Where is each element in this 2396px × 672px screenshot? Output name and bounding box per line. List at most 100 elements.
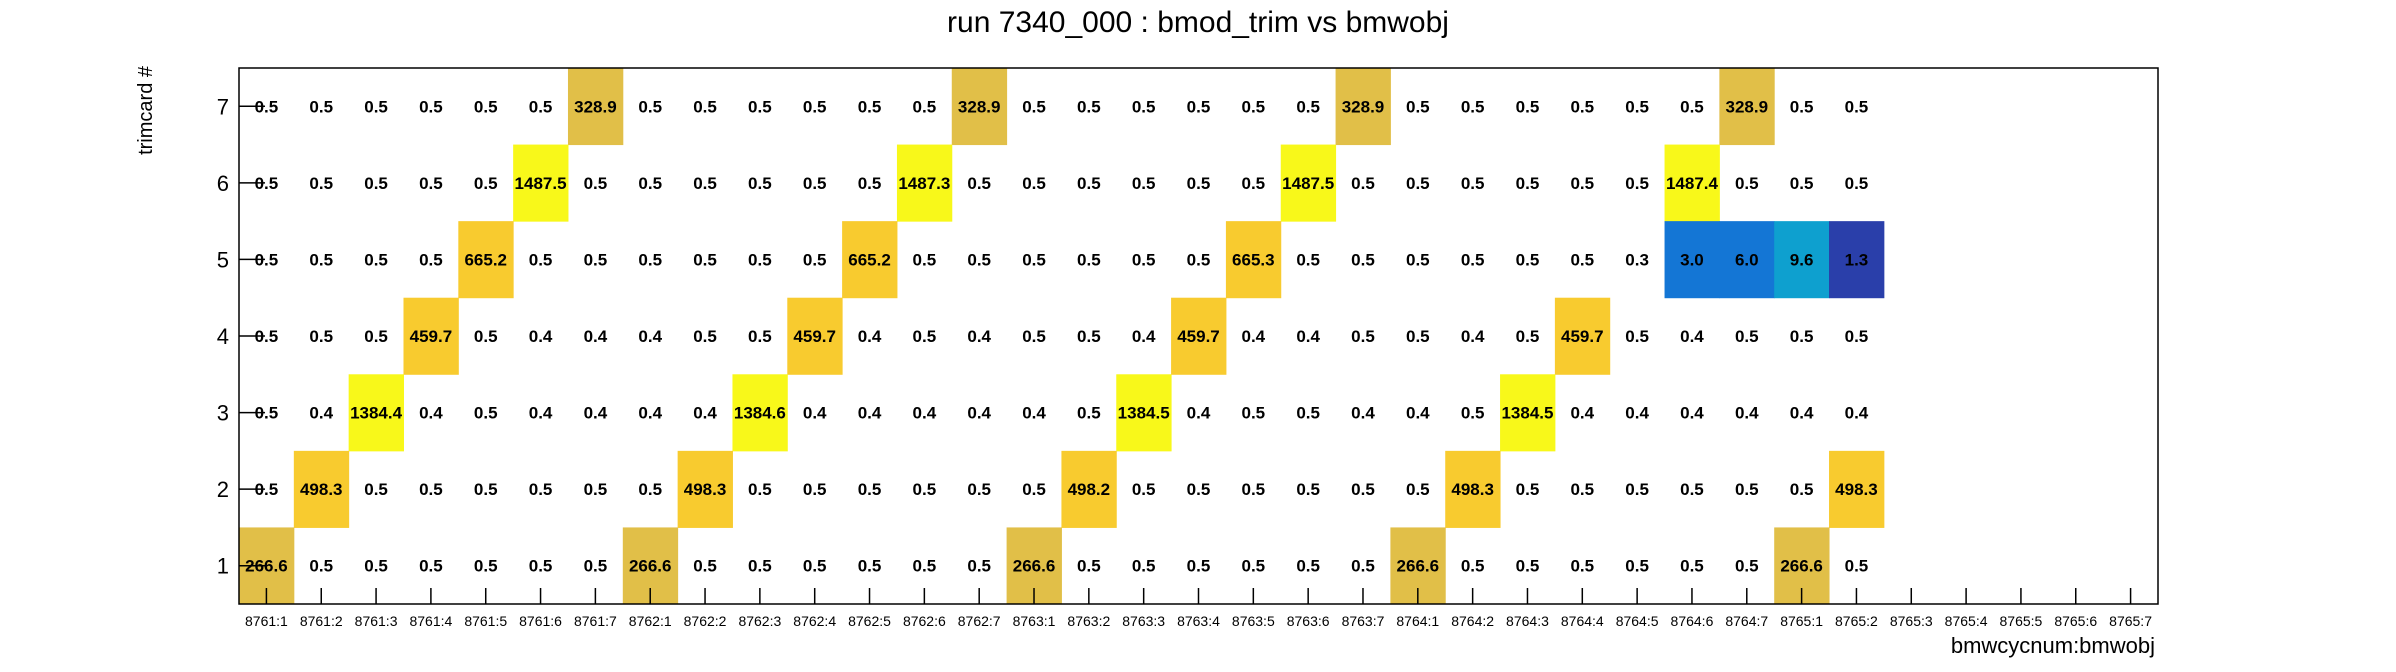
cell-value-label: 0.5 bbox=[529, 97, 553, 116]
cell-value-label: 0.5 bbox=[1187, 250, 1211, 269]
cell-value-label: 0.5 bbox=[1187, 480, 1211, 499]
cell-value-label: 0.5 bbox=[255, 174, 279, 193]
cell-value-label: 0.5 bbox=[1296, 404, 1320, 423]
cell-value-label: 498.3 bbox=[684, 480, 727, 499]
cell-value-label: 0.4 bbox=[1461, 327, 1485, 346]
cell-value-label: 0.5 bbox=[419, 174, 443, 193]
cell-value-label: 0.5 bbox=[1242, 97, 1266, 116]
cell-value-label: 0.5 bbox=[364, 327, 388, 346]
cell-value-label: 0.5 bbox=[803, 557, 827, 576]
heatmap-cell bbox=[1171, 297, 1227, 375]
cell-value-label: 0.5 bbox=[1132, 174, 1156, 193]
cell-value-label: 0.5 bbox=[529, 480, 553, 499]
cell-value-label: 0.4 bbox=[1406, 404, 1430, 423]
cell-value-label: 0.5 bbox=[638, 250, 662, 269]
cell-value-label: 3.0 bbox=[1680, 250, 1704, 269]
cell-value-label: 328.9 bbox=[1726, 97, 1769, 116]
cell-value-label: 0.5 bbox=[1077, 97, 1101, 116]
cell-value-label: 0.5 bbox=[364, 480, 388, 499]
x-tick-label: 8763:2 bbox=[1067, 613, 1110, 629]
cell-value-label: 0.4 bbox=[1625, 404, 1649, 423]
cell-value-label: 0.5 bbox=[309, 327, 333, 346]
y-tick-label: 2 bbox=[217, 477, 229, 502]
cell-value-label: 498.3 bbox=[300, 480, 343, 499]
cell-value-label: 0.5 bbox=[474, 557, 498, 576]
cell-value-label: 0.5 bbox=[1187, 557, 1211, 576]
cell-value-label: 0.4 bbox=[1845, 404, 1869, 423]
cell-value-label: 0.5 bbox=[803, 97, 827, 116]
cell-value-label: 0.5 bbox=[1516, 480, 1540, 499]
cell-value-label: 0.5 bbox=[255, 327, 279, 346]
cell-value-label: 0.4 bbox=[638, 327, 662, 346]
cell-value-label: 0.5 bbox=[693, 557, 717, 576]
heatmap-cell bbox=[677, 450, 733, 528]
heatmap-cell bbox=[1335, 68, 1391, 146]
cell-value-label: 0.5 bbox=[1570, 480, 1594, 499]
cell-value-label: 1384.4 bbox=[350, 404, 403, 423]
cell-value-label: 0.5 bbox=[1296, 557, 1320, 576]
cell-value-label: 0.5 bbox=[1625, 557, 1649, 576]
x-tick-label: 8765:6 bbox=[2054, 613, 2097, 629]
cell-value-label: 0.4 bbox=[967, 327, 991, 346]
cell-value-label: 665.2 bbox=[848, 250, 891, 269]
cell-value-label: 0.5 bbox=[474, 327, 498, 346]
cell-value-label: 0.4 bbox=[638, 404, 662, 423]
cell-value-label: 0.5 bbox=[693, 327, 717, 346]
cell-value-label: 0.5 bbox=[1022, 327, 1046, 346]
x-tick-label: 8765:5 bbox=[2000, 613, 2043, 629]
heatmap-cell bbox=[1116, 374, 1172, 452]
cell-value-label: 0.4 bbox=[858, 404, 882, 423]
cell-value-label: 0.5 bbox=[255, 480, 279, 499]
cell-value-label: 0.5 bbox=[1790, 97, 1814, 116]
y-tick-label: 5 bbox=[217, 247, 229, 272]
cell-value-label: 498.3 bbox=[1451, 480, 1494, 499]
cell-value-label: 0.5 bbox=[1625, 174, 1649, 193]
cell-value-label: 0.5 bbox=[1516, 97, 1540, 116]
heatmap-cell bbox=[293, 450, 350, 528]
heatmap-cell bbox=[1500, 374, 1556, 452]
cell-value-label: 0.5 bbox=[1461, 404, 1485, 423]
x-tick-label: 8761:3 bbox=[355, 613, 398, 629]
cell-value-label: 266.6 bbox=[629, 557, 672, 576]
cell-value-label: 0.5 bbox=[1790, 174, 1814, 193]
cell-value-label: 0.5 bbox=[638, 174, 662, 193]
cell-value-label: 0.5 bbox=[913, 97, 937, 116]
heatmap-cell bbox=[842, 221, 898, 299]
cell-value-label: 0.5 bbox=[1242, 174, 1266, 193]
cell-value-label: 0.5 bbox=[474, 174, 498, 193]
cell-value-label: 0.5 bbox=[1077, 404, 1101, 423]
cell-value-label: 0.5 bbox=[529, 250, 553, 269]
cell-value-label: 0.5 bbox=[1077, 174, 1101, 193]
cell-value-label: 0.5 bbox=[1022, 97, 1046, 116]
x-tick-label: 8764:6 bbox=[1671, 613, 1714, 629]
cell-value-label: 1487.3 bbox=[898, 174, 950, 193]
cell-value-label: 0.5 bbox=[1351, 174, 1375, 193]
cell-value-label: 1487.5 bbox=[515, 174, 567, 193]
cell-value-label: 266.6 bbox=[1397, 557, 1440, 576]
cell-value-label: 0.5 bbox=[419, 557, 443, 576]
cell-value-label: 0.5 bbox=[693, 174, 717, 193]
cell-value-label: 0.5 bbox=[309, 97, 333, 116]
heatmap-cell bbox=[1829, 221, 1885, 299]
x-tick-label: 8761:2 bbox=[300, 613, 343, 629]
cell-value-label: 1487.5 bbox=[1282, 174, 1334, 193]
heatmap-cell bbox=[458, 221, 514, 299]
x-tick-label: 8764:2 bbox=[1451, 613, 1494, 629]
cell-value-label: 0.5 bbox=[858, 557, 882, 576]
cell-value-label: 459.7 bbox=[793, 327, 836, 346]
cell-value-label: 0.4 bbox=[1351, 404, 1375, 423]
heatmap-cell bbox=[1445, 450, 1501, 528]
cell-value-label: 0.5 bbox=[309, 557, 333, 576]
heatmap-cell bbox=[1554, 297, 1611, 375]
cell-value-label: 0.5 bbox=[1132, 250, 1156, 269]
cell-value-label: 0.5 bbox=[748, 557, 772, 576]
cell-value-label: 0.5 bbox=[1570, 557, 1594, 576]
cell-value-label: 459.7 bbox=[1177, 327, 1220, 346]
cell-value-label: 0.5 bbox=[1516, 250, 1540, 269]
cell-value-label: 0.5 bbox=[1625, 327, 1649, 346]
heatmap-cell bbox=[787, 297, 843, 375]
heatmap-cell bbox=[732, 374, 788, 452]
cell-value-label: 0.5 bbox=[255, 404, 279, 423]
x-tick-label: 8764:1 bbox=[1396, 613, 1439, 629]
cell-value-label: 0.5 bbox=[1406, 480, 1430, 499]
